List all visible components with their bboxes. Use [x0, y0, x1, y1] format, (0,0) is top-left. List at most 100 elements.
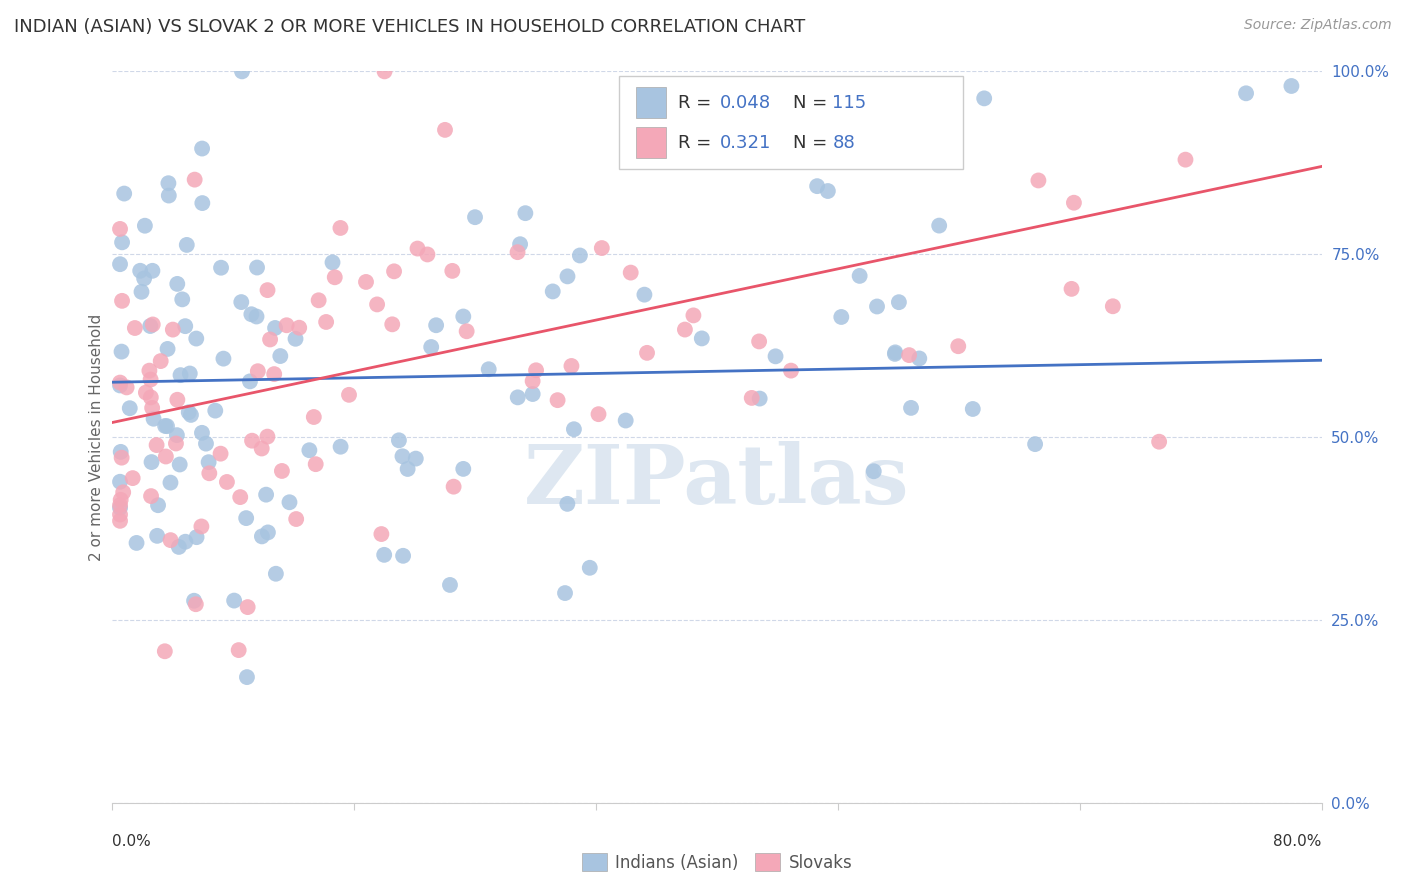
Point — [156, 419, 179, 434]
Point — [259, 333, 281, 347]
Point — [591, 241, 613, 255]
Point — [315, 315, 337, 329]
Point — [155, 450, 177, 464]
Point — [682, 309, 704, 323]
Point — [111, 450, 134, 465]
Point — [308, 293, 330, 308]
Point — [337, 388, 360, 402]
Point — [269, 349, 291, 363]
Point — [748, 334, 770, 349]
Point — [166, 277, 188, 291]
Point — [250, 442, 273, 456]
Point — [780, 364, 803, 378]
Point — [578, 561, 600, 575]
Point — [614, 413, 637, 427]
Point — [239, 375, 262, 389]
Point — [866, 300, 889, 314]
Point — [973, 91, 995, 105]
Point — [108, 376, 131, 390]
Point — [434, 123, 457, 137]
Point — [112, 485, 135, 500]
Point — [256, 429, 278, 443]
Text: ZIPatlas: ZIPatlas — [524, 441, 910, 521]
Point — [110, 445, 132, 459]
Point — [562, 422, 585, 436]
Point — [157, 176, 180, 190]
Point — [240, 434, 263, 448]
Point — [741, 391, 763, 405]
Point — [180, 408, 202, 422]
Point — [329, 440, 352, 454]
Point — [190, 519, 212, 533]
Point — [235, 511, 257, 525]
Point — [191, 425, 214, 440]
Point — [108, 498, 131, 512]
Point — [138, 364, 160, 378]
Point — [246, 260, 269, 275]
Point — [392, 549, 415, 563]
Point — [898, 348, 921, 362]
Point — [191, 142, 214, 156]
Point — [236, 670, 259, 684]
Point — [263, 367, 285, 381]
Point — [135, 385, 157, 400]
Point — [191, 196, 214, 211]
Point — [153, 644, 176, 658]
Point — [560, 359, 582, 373]
Point — [141, 401, 163, 415]
Point — [257, 525, 280, 540]
Point — [198, 467, 221, 481]
Point — [928, 219, 950, 233]
Point — [1024, 437, 1046, 451]
Point — [541, 285, 564, 299]
Text: N =: N = — [793, 94, 832, 112]
Point — [284, 332, 307, 346]
Point — [108, 222, 131, 236]
Point — [557, 269, 579, 284]
Point — [1028, 173, 1050, 187]
Point — [209, 260, 232, 275]
Legend: Indians (Asian), Slovaks: Indians (Asian), Slovaks — [575, 847, 859, 879]
Point — [264, 321, 287, 335]
Point — [229, 490, 252, 504]
Point — [108, 257, 131, 271]
Point — [108, 475, 131, 489]
Point — [228, 643, 250, 657]
Point — [139, 372, 162, 386]
Point — [862, 464, 884, 478]
Point — [264, 566, 287, 581]
Text: R =: R = — [678, 134, 723, 152]
Point — [134, 219, 156, 233]
Point — [673, 322, 696, 336]
Point — [354, 275, 377, 289]
Point — [236, 600, 259, 615]
Point — [231, 295, 253, 310]
Point — [195, 436, 218, 450]
Point — [1063, 195, 1085, 210]
Point — [231, 64, 253, 78]
Point — [159, 533, 181, 548]
Text: INDIAN (ASIAN) VS SLOVAK 2 OR MORE VEHICLES IN HOUSEHOLD CORRELATION CHART: INDIAN (ASIAN) VS SLOVAK 2 OR MORE VEHIC… — [14, 18, 806, 36]
Point — [416, 247, 439, 261]
Point — [166, 428, 188, 442]
Text: 80.0%: 80.0% — [1274, 834, 1322, 849]
Point — [169, 458, 191, 472]
Point — [554, 586, 576, 600]
Point — [323, 270, 346, 285]
Point — [441, 264, 464, 278]
Point — [388, 434, 411, 448]
Point — [522, 387, 544, 401]
Point — [121, 471, 143, 485]
Point — [302, 409, 325, 424]
Point — [278, 495, 301, 509]
Text: 0.048: 0.048 — [720, 94, 770, 112]
Point — [806, 179, 828, 194]
Point — [142, 411, 165, 425]
Point — [108, 378, 131, 392]
Point — [329, 221, 352, 235]
Point — [197, 455, 219, 469]
Point — [620, 266, 643, 280]
Point — [817, 184, 839, 198]
Point — [254, 488, 277, 502]
Point — [125, 536, 148, 550]
